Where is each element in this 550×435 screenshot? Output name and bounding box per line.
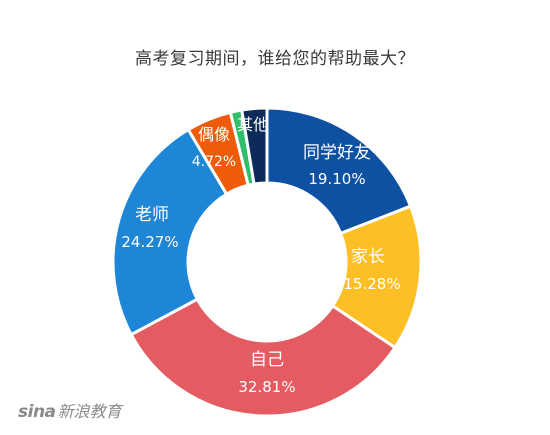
slice-label: 其他 (237, 115, 269, 134)
slice-value-label: 15.28% (343, 275, 400, 293)
slice-value-label: 4.72% (192, 154, 236, 170)
sina-logo: sina 新浪教育 (18, 398, 122, 422)
sina-logo-word: sina (18, 402, 56, 422)
slice-value-label: 24.27% (121, 233, 178, 251)
slice-其他 (240, 106, 269, 186)
slice-同学好友 (265, 106, 413, 235)
slice-value-label: 32.81% (238, 378, 295, 396)
slice-label: 同学好友 (303, 143, 371, 163)
slice-label: 偶像 (198, 125, 230, 144)
labels-layer: 同学好友 19.10% 家长 15.28% 自己 32.81% 老师 24.27% 偶像 4.72… (121, 115, 400, 396)
slice-value-label: 19.10% (308, 170, 365, 188)
brand-name: 新浪教育 (57, 402, 122, 421)
slices-layer (111, 106, 423, 418)
slice-label: 家长 (351, 247, 385, 267)
slice-label: 老师 (135, 205, 169, 225)
slice-老师 (111, 128, 229, 337)
chart-title: 高考复习期间，谁给您的帮助最大？ (135, 49, 415, 69)
slice-label: 自己 (250, 350, 284, 370)
slice-自己 (129, 297, 397, 418)
